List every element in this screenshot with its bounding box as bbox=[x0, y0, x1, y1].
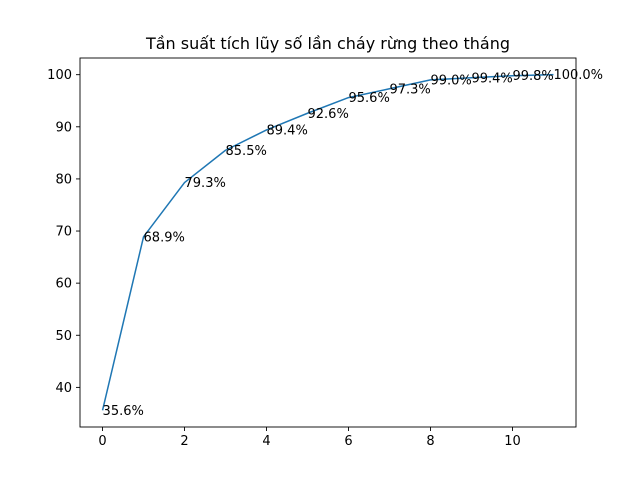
y-tick-label: 40 bbox=[55, 381, 72, 396]
data-label: 95.6% bbox=[349, 91, 390, 106]
data-label: 35.6% bbox=[103, 404, 144, 419]
axes-frame bbox=[79, 57, 577, 428]
data-label: 100.0% bbox=[553, 68, 603, 83]
x-tick-label: 6 bbox=[344, 434, 352, 449]
y-tick-label: 90 bbox=[55, 120, 72, 135]
data-label: 99.4% bbox=[471, 71, 512, 86]
y-tick-label: 80 bbox=[55, 172, 72, 187]
x-tick-label: 4 bbox=[262, 434, 270, 449]
y-tick-label: 60 bbox=[55, 277, 72, 292]
data-label: 99.0% bbox=[430, 73, 471, 88]
plot-area: 35.6% 68.9% 79.3% 85.5%89.4%92.6%95.6%97.3%… bbox=[47, 57, 603, 449]
x-tick-label: 10 bbox=[504, 434, 521, 449]
y-tick-label: 100 bbox=[47, 68, 72, 83]
data-label: 89.4% bbox=[267, 123, 308, 138]
x-tick-label: 2 bbox=[180, 434, 188, 449]
data-label: 68.9% bbox=[144, 230, 185, 245]
y-tick-label: 50 bbox=[55, 329, 72, 344]
data-label: 99.8% bbox=[512, 69, 553, 84]
data-label: 92.6% bbox=[308, 107, 349, 122]
data-label: 97.3% bbox=[389, 82, 430, 97]
data-label: 85.5% bbox=[226, 144, 267, 159]
y-tick-label: 70 bbox=[55, 225, 72, 240]
x-tick-label: 0 bbox=[98, 434, 106, 449]
x-tick-label: 8 bbox=[426, 434, 434, 449]
series-line bbox=[101, 73, 554, 411]
chart-title: Tần suất tích lũy số lần cháy rừng theo … bbox=[145, 34, 510, 53]
data-label: 79.3% bbox=[185, 176, 226, 191]
